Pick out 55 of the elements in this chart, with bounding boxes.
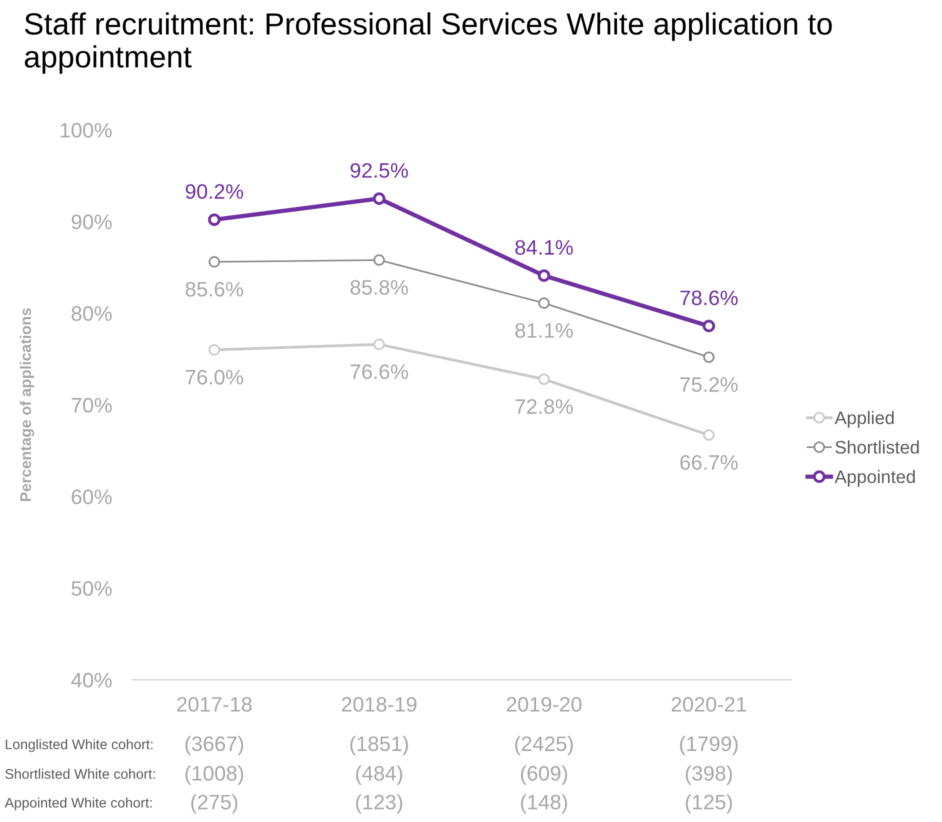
y-tick-label: 40% (71, 672, 112, 688)
y-tick-label: 80% (72, 306, 112, 321)
text: (2425) (515, 736, 573, 756)
text: (398) (686, 765, 732, 785)
x-tick-label: 2019-20 (506, 697, 582, 712)
text: (1008) (185, 765, 244, 785)
legend-label: Applied (834, 410, 894, 428)
data-label: 78.6% (680, 290, 738, 306)
y-tick-label: 90% (72, 214, 112, 230)
point (702, 320, 716, 332)
point (208, 256, 220, 268)
data-label: 75.2% (680, 377, 738, 392)
text: (609) (520, 765, 568, 785)
x-tick-label: 2017-18 (177, 697, 252, 712)
data-label: 81.1% (515, 323, 573, 338)
y-tick-label: 50% (72, 581, 112, 596)
chart-title: Staff recruitment: Professional Services White application to appointment (24, 12, 832, 74)
legend-label: Appointed (834, 470, 915, 487)
point (703, 429, 715, 441)
text: Shortlisted White cohort: (5, 768, 155, 779)
text: (1851) (350, 736, 408, 756)
text: (3667) (185, 736, 244, 756)
data-label: 85.6% (186, 282, 244, 297)
point (703, 351, 715, 363)
point (372, 192, 386, 205)
data-label: 66.7% (680, 455, 738, 470)
data-label: 92.5% (350, 163, 408, 178)
data-label: 85.8% (350, 280, 408, 295)
text: (148) (520, 794, 568, 814)
y-axis-title: Percentage of applications (20, 308, 34, 502)
point (538, 269, 550, 282)
text: (125) (686, 794, 732, 814)
text: Appointed White cohort: (4, 797, 152, 810)
point (538, 297, 550, 309)
point (538, 373, 550, 385)
x-tick-label: 2020-21 (672, 697, 746, 712)
data-label: 90.2% (186, 184, 244, 199)
data-label: 76.0% (186, 370, 244, 385)
text: (1799) (680, 736, 738, 756)
y-tick-label: 100% (60, 122, 112, 138)
text: (275) (191, 794, 238, 814)
text: (123) (356, 794, 402, 814)
point (208, 213, 221, 226)
data-label: 76.6% (350, 364, 408, 380)
legend-label: Shortlisted (835, 440, 919, 454)
text: Longlisted White cohort: (6, 739, 152, 752)
text: (484) (356, 765, 402, 785)
point (373, 338, 385, 350)
y-tick-label: 70% (72, 398, 112, 413)
data-label: 72.8% (516, 399, 573, 414)
y-tick-label: 60% (72, 489, 112, 504)
point (373, 254, 385, 266)
x-tick-label: 2018-19 (342, 697, 416, 712)
data-label: 84.1% (515, 240, 573, 255)
point (208, 344, 220, 356)
